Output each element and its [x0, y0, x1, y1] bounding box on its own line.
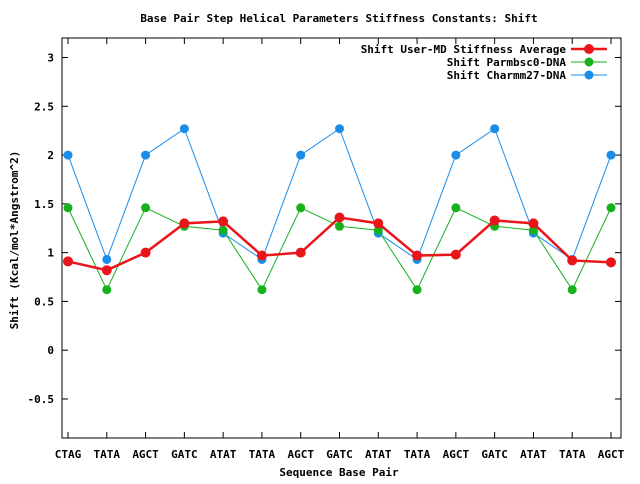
data-point — [335, 124, 344, 134]
y-tick-label: 1 — [47, 247, 54, 260]
y-tick-label: 0 — [47, 344, 54, 357]
data-point — [412, 285, 422, 295]
y-tick-label: 2 — [47, 149, 54, 162]
data-point — [606, 150, 616, 160]
y-axis: -0.5 0 0.5 1 1.5 2 2.5 3 — [28, 52, 621, 406]
legend-swatch-marker — [584, 70, 594, 80]
data-point — [489, 215, 500, 226]
series-layer — [63, 124, 616, 295]
x-tick-label: AGCT — [132, 448, 159, 461]
legend-swatch-marker — [584, 44, 594, 54]
x-axis-label: Sequence Base Pair — [279, 466, 399, 479]
x-tick-label: ATAT — [520, 448, 547, 461]
data-point — [179, 218, 190, 229]
x-tick-label: GATC — [326, 448, 353, 461]
y-axis-label: Shift (Kcal/mol*Angstrom^2) — [8, 151, 21, 330]
series-0 — [63, 212, 616, 276]
x-tick-label: TATA — [249, 448, 276, 461]
x-tick-label: AGCT — [287, 448, 314, 461]
legend-label: Shift User-MD Stiffness Average — [361, 43, 567, 56]
data-point — [257, 285, 267, 295]
data-point — [450, 249, 461, 260]
x-tick-label: GATC — [481, 448, 508, 461]
x-tick-label: GATC — [171, 448, 198, 461]
data-point — [141, 203, 151, 213]
data-point — [335, 221, 344, 231]
data-point — [101, 265, 112, 276]
y-tick-label: 2.5 — [34, 100, 54, 113]
data-point — [451, 150, 461, 160]
data-point — [218, 216, 229, 227]
plot-frame — [61, 37, 622, 439]
data-point — [295, 247, 306, 258]
data-point — [102, 285, 112, 295]
data-point — [218, 225, 228, 235]
data-point — [373, 218, 384, 229]
legend-label: Shift Charmm27-DNA — [447, 69, 567, 82]
x-tick-label: TATA — [94, 448, 121, 461]
data-point — [606, 257, 616, 268]
y-tick-label: 0.5 — [34, 295, 54, 308]
data-point — [141, 150, 151, 160]
y-tick-label: 1.5 — [34, 198, 54, 211]
data-point — [334, 212, 345, 223]
x-tick-label: CTAG — [55, 448, 82, 461]
y-tick-label: 3 — [47, 52, 54, 65]
series-line — [67, 127, 612, 261]
x-tick-label: AGCT — [443, 448, 470, 461]
data-point — [179, 124, 189, 134]
data-point — [296, 203, 306, 213]
data-point — [528, 225, 538, 235]
data-point — [102, 254, 112, 264]
data-point — [567, 285, 577, 295]
data-point — [296, 150, 306, 160]
data-point — [256, 250, 267, 261]
legend-label: Shift Parmbsc0-DNA — [447, 56, 567, 69]
x-tick-label: AGCT — [598, 448, 625, 461]
data-point — [528, 218, 539, 229]
series-2 — [63, 124, 616, 264]
data-point — [412, 250, 423, 261]
data-point — [373, 225, 383, 235]
data-point — [567, 255, 578, 266]
data-point — [63, 150, 73, 160]
x-tick-label: TATA — [559, 448, 586, 461]
data-point — [63, 203, 73, 213]
x-tick-label: TATA — [404, 448, 431, 461]
y-tick-label: -0.5 — [28, 393, 55, 406]
data-point — [63, 256, 73, 267]
x-tick-label: ATAT — [365, 448, 392, 461]
legend-swatch-marker — [584, 57, 594, 67]
x-axis: CTAG TATA AGCT GATC ATAT TATA AGCT GATC ATAT TATA… — [55, 38, 625, 461]
data-point — [490, 124, 500, 134]
chart-title: Base Pair Step Helical Parameters Stiffn… — [140, 12, 537, 25]
data-point — [451, 203, 461, 213]
data-point — [606, 203, 616, 213]
x-tick-label: ATAT — [210, 448, 237, 461]
data-point — [140, 247, 151, 258]
